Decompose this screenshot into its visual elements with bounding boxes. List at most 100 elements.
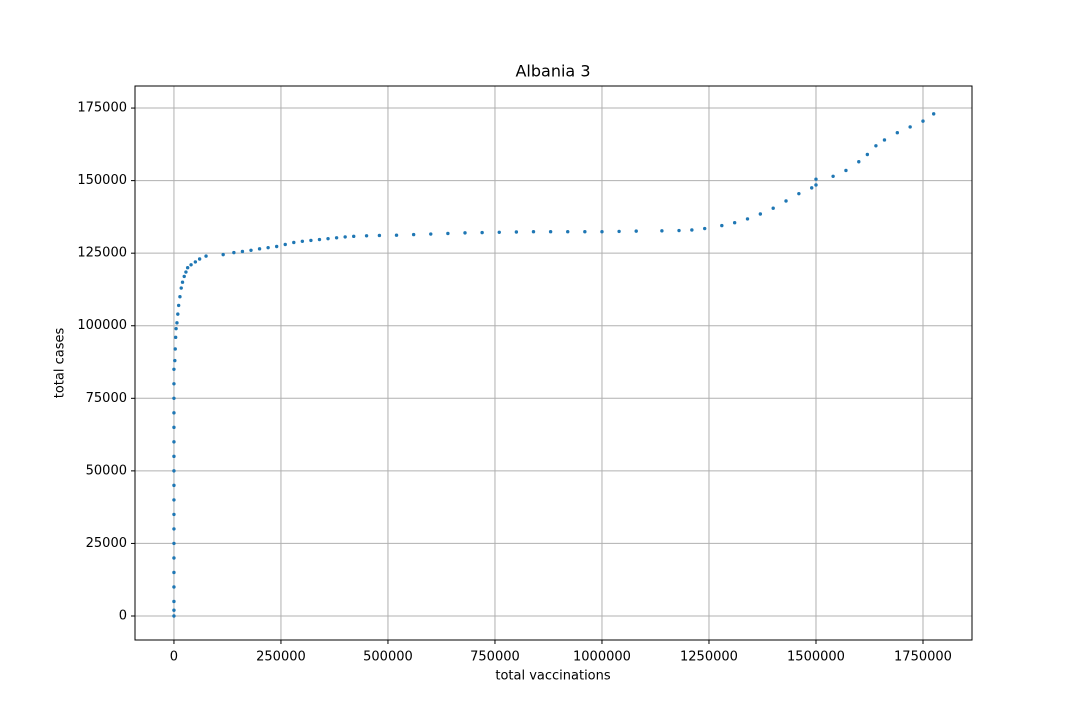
point bbox=[394, 233, 399, 237]
point bbox=[193, 260, 198, 264]
point bbox=[283, 242, 287, 247]
point bbox=[908, 125, 912, 129]
point bbox=[172, 599, 176, 604]
point bbox=[180, 280, 185, 284]
point bbox=[172, 585, 176, 589]
point bbox=[178, 295, 182, 299]
point bbox=[865, 152, 870, 157]
point bbox=[548, 230, 553, 234]
point bbox=[240, 249, 245, 254]
y-tick-label: 125000 bbox=[77, 246, 127, 261]
point bbox=[172, 614, 176, 618]
point bbox=[189, 263, 193, 267]
x-tick-label: 0 bbox=[170, 650, 178, 665]
point bbox=[172, 367, 176, 371]
point bbox=[463, 231, 467, 235]
point bbox=[771, 206, 775, 210]
point bbox=[931, 112, 936, 116]
point bbox=[364, 234, 369, 238]
point bbox=[173, 347, 177, 351]
point bbox=[617, 229, 621, 234]
y-tick-label: 75000 bbox=[86, 391, 127, 406]
point bbox=[172, 512, 176, 517]
point bbox=[184, 270, 188, 274]
point bbox=[176, 303, 181, 308]
x-axis-label: total vaccinations bbox=[495, 669, 611, 684]
point bbox=[732, 221, 737, 225]
point bbox=[172, 454, 176, 459]
point bbox=[173, 335, 178, 340]
point bbox=[634, 229, 638, 233]
plot-frame bbox=[134, 85, 973, 641]
point bbox=[882, 138, 887, 142]
point bbox=[411, 232, 416, 237]
y-tick-label: 0 bbox=[119, 608, 127, 623]
point bbox=[274, 244, 279, 249]
point bbox=[197, 257, 202, 261]
point bbox=[343, 235, 347, 239]
point bbox=[702, 226, 707, 231]
point bbox=[172, 527, 176, 531]
y-tick-label: 50000 bbox=[86, 463, 127, 478]
point bbox=[690, 228, 694, 232]
point bbox=[377, 233, 382, 238]
point bbox=[844, 168, 848, 173]
point bbox=[446, 231, 450, 236]
point bbox=[266, 245, 270, 250]
point bbox=[179, 286, 183, 290]
point bbox=[172, 483, 176, 488]
point bbox=[784, 199, 788, 203]
point bbox=[429, 232, 433, 236]
point bbox=[172, 541, 176, 546]
x-tick-label: 250000 bbox=[256, 650, 306, 665]
point bbox=[172, 556, 176, 560]
x-tick-label: 750000 bbox=[470, 650, 520, 665]
point bbox=[583, 230, 587, 234]
x-tick-label: 1500000 bbox=[787, 650, 845, 665]
point bbox=[514, 230, 519, 234]
point bbox=[172, 608, 176, 612]
point bbox=[660, 229, 664, 233]
point bbox=[249, 248, 253, 252]
point bbox=[172, 469, 176, 473]
point bbox=[831, 174, 835, 178]
point bbox=[857, 160, 861, 164]
point bbox=[317, 237, 322, 242]
point bbox=[814, 177, 818, 181]
point bbox=[176, 312, 180, 316]
point bbox=[185, 265, 190, 270]
point bbox=[921, 119, 925, 123]
point bbox=[204, 254, 208, 258]
point bbox=[175, 321, 179, 325]
x-tick-label: 1000000 bbox=[573, 650, 631, 665]
point bbox=[172, 440, 176, 444]
y-tick-label: 25000 bbox=[86, 536, 127, 551]
point bbox=[174, 326, 178, 331]
point bbox=[172, 498, 176, 502]
point bbox=[172, 396, 176, 401]
point bbox=[232, 250, 236, 255]
point bbox=[797, 191, 801, 196]
point bbox=[172, 411, 176, 415]
point bbox=[309, 238, 313, 243]
point bbox=[531, 230, 536, 234]
point bbox=[172, 382, 176, 386]
point bbox=[480, 230, 484, 235]
point bbox=[745, 217, 750, 221]
x-tick-label: 1750000 bbox=[894, 650, 952, 665]
x-tick-label: 500000 bbox=[363, 650, 413, 665]
point bbox=[895, 131, 900, 135]
point bbox=[566, 230, 570, 234]
point bbox=[677, 228, 681, 233]
point bbox=[182, 274, 186, 279]
y-axis-label: total cases bbox=[53, 328, 68, 399]
point bbox=[874, 144, 878, 148]
chart-title: Albania 3 bbox=[515, 62, 590, 81]
point bbox=[720, 223, 724, 228]
point bbox=[257, 247, 262, 251]
point bbox=[292, 240, 296, 245]
point bbox=[172, 570, 176, 575]
point bbox=[352, 234, 356, 239]
point bbox=[300, 239, 305, 243]
